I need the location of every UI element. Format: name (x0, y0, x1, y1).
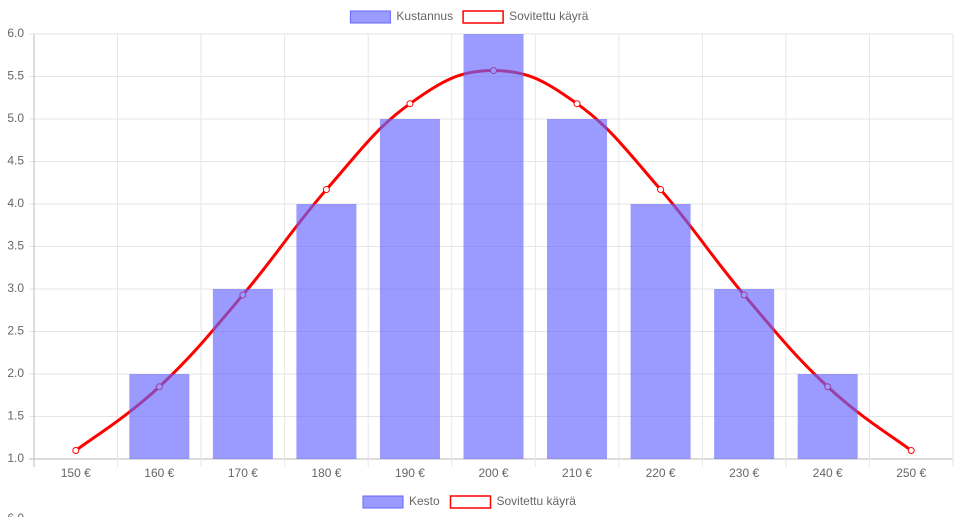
y-tick-label: 2.5 (7, 324, 24, 338)
legend-swatch (349, 10, 391, 24)
legend-swatch (462, 10, 504, 24)
legend-swatch (362, 495, 404, 509)
y-tick-label: 1.0 (7, 451, 24, 465)
y-tick-label: 6.0 (7, 26, 24, 40)
curve-point (657, 186, 665, 194)
y-tick-label: 2.0 (7, 366, 24, 380)
curve-point (322, 186, 330, 194)
legend-label: Kesto (409, 494, 440, 508)
x-tick-label: 220 € (646, 466, 676, 480)
x-tick-label: 240 € (813, 466, 843, 480)
y-tick-label: 1.5 (7, 409, 24, 423)
x-tick-label: 230 € (729, 466, 759, 480)
curve-point (907, 447, 915, 454)
y-tick-label: 5.0 (7, 111, 24, 125)
bar (714, 289, 775, 459)
bar (379, 119, 440, 459)
bar (547, 119, 608, 459)
y-tick-label: 3.0 (7, 281, 24, 295)
legend-label: Kustannus (396, 9, 453, 23)
bar (630, 204, 691, 459)
legend-label: Sovitettu käyrä (509, 9, 589, 23)
legend-label: Sovitettu käyrä (497, 494, 577, 508)
curve-point (573, 100, 581, 108)
legend-swatch (449, 495, 492, 509)
bar (212, 289, 273, 459)
curve-point (406, 100, 414, 108)
x-tick-label: 250 € (896, 466, 926, 480)
x-tick-label: 180 € (311, 466, 341, 480)
bar (296, 204, 357, 459)
x-tick-label: 200 € (478, 466, 508, 480)
y-tick-label: 4.0 (7, 196, 24, 210)
y-tick-label: 5.5 (7, 69, 24, 83)
curve-point (72, 447, 80, 454)
y-tick-label: 4.5 (7, 154, 24, 168)
x-tick-label: 150 € (61, 466, 91, 480)
x-tick-label: 170 € (228, 466, 258, 480)
bar (463, 34, 524, 459)
x-tick-label: 210 € (562, 466, 592, 480)
y-tick-label: 3.5 (7, 239, 24, 253)
bar (129, 374, 190, 459)
x-tick-label: 190 € (395, 466, 425, 480)
y-tick-label: 6.0 (7, 511, 24, 517)
x-tick-label: 160 € (144, 466, 174, 480)
bar (797, 374, 858, 459)
